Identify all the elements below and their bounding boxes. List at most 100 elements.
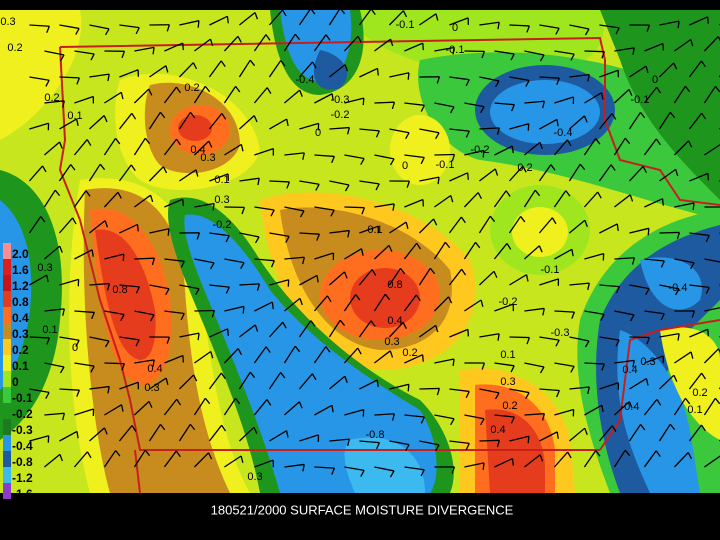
wind-barb <box>599 223 618 234</box>
wind-barb-flag <box>104 220 109 228</box>
wind-barb <box>149 284 170 290</box>
wind-barb <box>613 88 630 104</box>
wind-barb <box>149 65 167 78</box>
wind-barb-flag <box>330 209 335 217</box>
wind-barb <box>703 397 716 416</box>
wind-barb-flag <box>384 293 391 301</box>
wind-barb <box>688 424 702 442</box>
wind-barb <box>613 449 626 468</box>
wind-barb-flag <box>640 424 646 431</box>
wind-barb <box>193 140 210 156</box>
wind-barb <box>268 9 284 26</box>
wind-barb-flag <box>436 76 441 84</box>
contour-label: 0.1 <box>214 174 229 186</box>
wind-barb-flag <box>391 102 396 110</box>
wind-barb-flag <box>209 262 215 270</box>
wind-barb-flag <box>420 416 425 424</box>
wind-barb <box>583 191 599 208</box>
wind-barb <box>29 24 50 27</box>
wind-barb-flag <box>226 16 229 24</box>
wind-barb <box>224 455 242 468</box>
wind-barb-flag <box>182 42 184 51</box>
wind-barb <box>74 249 93 260</box>
legend-swatch <box>3 435 11 451</box>
wind-barb-flag <box>389 39 394 47</box>
wind-barb-flag <box>45 392 50 399</box>
wind-barb-flag <box>148 88 153 96</box>
wind-barb <box>584 92 602 104</box>
contour-label: 0.8 <box>387 279 402 291</box>
wind-barb-flag <box>538 245 543 253</box>
wind-barb <box>134 257 155 260</box>
wind-barb <box>598 164 612 182</box>
wind-barb-flag <box>534 189 541 197</box>
wind-barb <box>643 398 658 416</box>
wind-barb <box>659 332 680 338</box>
wind-barb <box>253 87 268 104</box>
wind-barb-flag <box>196 232 201 240</box>
wind-barb <box>89 336 110 342</box>
wind-barb-flag <box>370 8 376 15</box>
wind-barb <box>193 85 206 104</box>
wind-barb-flag <box>285 236 290 243</box>
wind-barb-flag <box>107 73 110 82</box>
wind-barb <box>74 50 95 55</box>
wind-barb <box>539 388 560 392</box>
wind-barb-flag <box>642 166 647 173</box>
wind-barb-flag <box>717 348 720 354</box>
wind-barb-flag <box>600 92 604 100</box>
wind-barb-flag <box>360 248 364 256</box>
wind-barb-flag <box>144 137 151 145</box>
wind-barb-flag <box>166 24 171 32</box>
wind-barb <box>509 274 527 286</box>
wind-barb <box>344 248 362 260</box>
wind-barb <box>104 253 124 260</box>
wind-barb <box>74 95 94 104</box>
wind-barb-flag <box>316 275 319 283</box>
wind-barb-flag <box>360 158 365 165</box>
contour-label: 0.2 <box>402 347 417 359</box>
wind-barb-flag <box>646 337 651 345</box>
legend-swatch <box>3 387 11 403</box>
wind-barb-flag <box>193 374 198 382</box>
wind-barb <box>404 354 423 364</box>
contour-label: -0.1 <box>541 264 560 276</box>
wind-barb <box>223 348 239 364</box>
wind-barb <box>209 15 228 26</box>
wind-barb-flag <box>631 257 636 265</box>
wind-barb-flag <box>389 350 394 358</box>
wind-barb-flag <box>122 254 125 262</box>
wind-barb <box>29 388 50 394</box>
wind-barb-flag <box>225 286 230 294</box>
wind-barb <box>314 466 335 469</box>
wind-barb-flag <box>90 365 95 373</box>
wind-barb-flag <box>656 86 662 94</box>
wind-barb-flag <box>254 324 259 332</box>
wind-barb <box>403 242 418 260</box>
contour-label: 0 <box>315 127 321 139</box>
wind-barb <box>449 128 470 132</box>
legend-label: -0.3 <box>12 423 33 437</box>
wind-barb <box>179 332 200 338</box>
wind-barb <box>284 206 305 212</box>
contour-label: 0.3 <box>200 152 215 164</box>
wind-barb-flag <box>302 464 305 472</box>
wind-barb <box>148 111 161 130</box>
wind-barb-flag <box>566 139 572 147</box>
wind-barb-flag <box>159 111 166 119</box>
wind-barb-flag <box>257 178 260 186</box>
wind-barb <box>73 451 88 468</box>
wind-barb-flag <box>615 27 620 35</box>
contour-label: 0.4 <box>387 315 402 327</box>
wind-barb-flag <box>405 444 410 452</box>
legend-swatch <box>3 451 11 467</box>
wind-barb-flag <box>135 286 140 294</box>
wind-barb-flag <box>714 85 720 93</box>
wind-barb <box>269 118 288 130</box>
wind-barb <box>104 404 122 416</box>
wind-barb-flag <box>76 431 79 439</box>
wind-barb <box>538 217 553 234</box>
wind-barb-flag <box>616 223 619 231</box>
wind-barb-flag <box>701 112 707 120</box>
wind-barb-flag <box>587 282 590 291</box>
